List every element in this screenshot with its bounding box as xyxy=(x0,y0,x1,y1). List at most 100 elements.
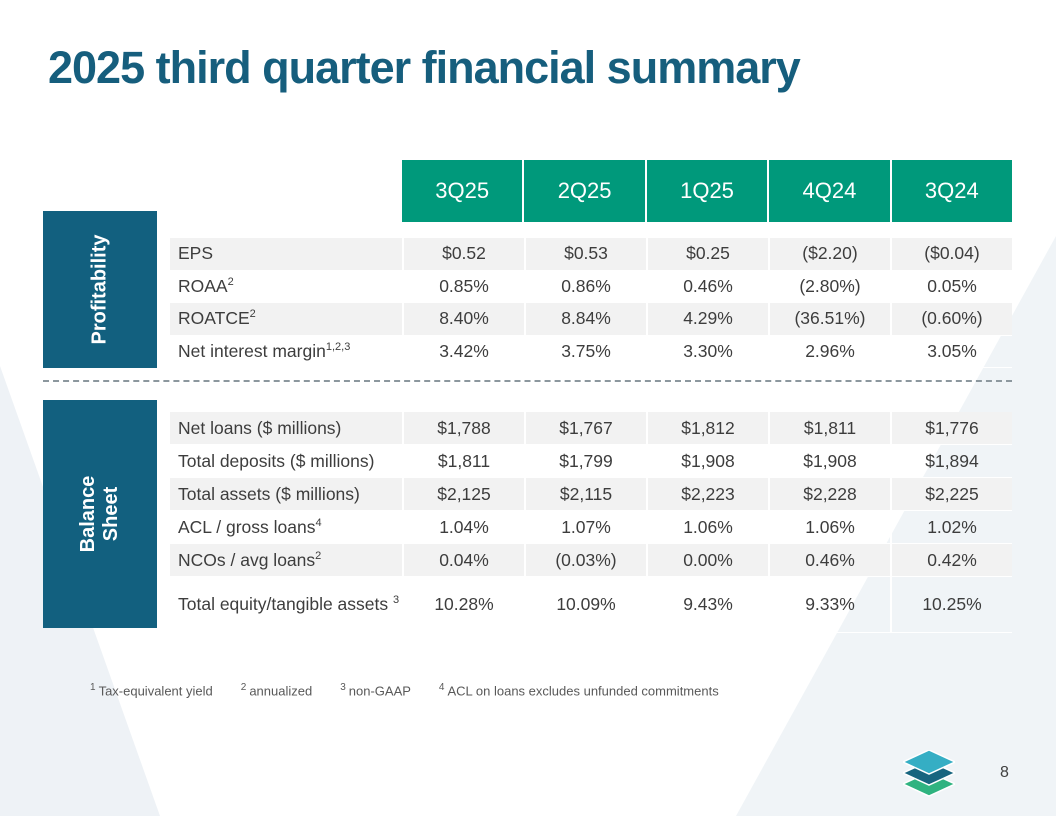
row-label: Net loans ($ millions) xyxy=(178,417,342,438)
cell-value: 1.07% xyxy=(524,511,646,543)
cell-value: 10.28% xyxy=(402,577,524,632)
column-header-3q24: 3Q24 xyxy=(889,160,1013,222)
row-label: Total assets ($ millions) xyxy=(178,483,360,504)
page-number: 8 xyxy=(1000,764,1009,781)
cell-value: $2,125 xyxy=(402,478,524,510)
cell-value: ($2.20) xyxy=(768,238,890,270)
cell-value: $0.52 xyxy=(402,238,524,270)
section-label-text: Profitability xyxy=(88,234,111,345)
table-row: Total equity/tangible assets 3 10.28% 10.0… xyxy=(170,577,1012,633)
cell-value: (0.03%) xyxy=(524,544,646,576)
table-row: NCOs / avg loans2 0.04% (0.03%) 0.00% 0.46% 0… xyxy=(170,544,1012,577)
table-row: ROAA2 0.85% 0.86% 0.46% (2.80%) 0.05% xyxy=(170,270,1012,303)
cell-value: 10.25% xyxy=(890,577,1012,632)
table-row: ROATCE2 8.40% 8.84% 4.29% (36.51%) (0.60%) xyxy=(170,303,1012,336)
cell-value: 1.04% xyxy=(402,511,524,543)
cell-value: 3.05% xyxy=(890,335,1012,367)
cell-value: $1,908 xyxy=(768,445,890,477)
cell-value: $0.25 xyxy=(646,238,768,270)
footnote-sup: 2 xyxy=(240,682,247,693)
cell-value: 0.00% xyxy=(646,544,768,576)
footnotes: 1 Tax-equivalent yield 2 annualized 3 non-G… xyxy=(90,682,719,698)
cell-value: $1,812 xyxy=(646,412,768,444)
cell-value: $2,228 xyxy=(768,478,890,510)
row-label: Total deposits ($ millions) xyxy=(178,450,375,471)
cell-value: 3.75% xyxy=(524,335,646,367)
cell-value: 0.42% xyxy=(890,544,1012,576)
cell-value: $1,799 xyxy=(524,445,646,477)
section-label-balance-sheet: Balance Sheet xyxy=(43,400,157,628)
footnote-sup: 3 xyxy=(340,682,346,693)
cell-value: 2.96% xyxy=(768,335,890,367)
dashed-divider xyxy=(43,380,1012,382)
cell-value: 3.30% xyxy=(646,335,768,367)
row-label-superscript: 4 xyxy=(315,516,322,529)
table-row: EPS $0.52 $0.53 $0.25 ($2.20) ($0.04) xyxy=(170,238,1012,271)
footnote-3: 3 non-GAAP xyxy=(340,682,411,698)
row-label: ROATCE2 xyxy=(178,308,256,329)
cell-value: 0.86% xyxy=(524,270,646,302)
profitability-rows: EPS $0.52 $0.53 $0.25 ($2.20) ($0.04) ROAA2 0.8… xyxy=(170,238,1012,368)
footnote-1: 1 Tax-equivalent yield xyxy=(90,682,213,698)
cell-value: (0.60%) xyxy=(890,303,1012,335)
cell-value: 3.42% xyxy=(402,335,524,367)
cell-value: 8.40% xyxy=(402,303,524,335)
cell-value: $1,776 xyxy=(890,412,1012,444)
table-row: Net loans ($ millions) $1,788 $1,767 $1,812… xyxy=(170,412,1012,445)
cell-value: 0.46% xyxy=(646,270,768,302)
cell-value: $1,788 xyxy=(402,412,524,444)
cell-value: 4.29% xyxy=(646,303,768,335)
cell-value: 9.43% xyxy=(646,577,768,632)
table-row: Total assets ($ millions) $2,125 $2,115 $2,… xyxy=(170,478,1012,511)
cell-value: 1.06% xyxy=(768,511,890,543)
row-label-superscript: 1,2,3 xyxy=(325,340,351,353)
column-header-2q25: 2Q25 xyxy=(522,160,645,222)
cell-value: 0.04% xyxy=(402,544,524,576)
footnote-2: 2 annualized xyxy=(241,682,312,698)
cell-value: ($0.04) xyxy=(890,238,1012,270)
row-label: ROAA2 xyxy=(178,275,234,296)
cell-value: 0.46% xyxy=(768,544,890,576)
cell-value: 9.33% xyxy=(768,577,890,632)
footnote-text: ACL on loans excludes unfunded commitmen… xyxy=(447,683,719,699)
cell-value: 0.85% xyxy=(402,270,524,302)
column-header-1q25: 1Q25 xyxy=(644,160,768,222)
footnote-sup: 1 xyxy=(90,682,96,693)
footnote-text: annualized xyxy=(249,683,313,699)
cell-value: $1,811 xyxy=(402,445,524,477)
row-label: Net interest margin1,2,3 xyxy=(178,340,351,361)
cell-value: (36.51%) xyxy=(768,303,890,335)
row-label-superscript: 2 xyxy=(249,308,256,321)
row-label-superscript: 3 xyxy=(393,594,400,607)
cell-value: 8.84% xyxy=(524,303,646,335)
cell-value: $2,115 xyxy=(524,478,646,510)
table-row: Net interest margin1,2,3 3.42% 3.75% 3.30% 2… xyxy=(170,335,1012,368)
row-label: EPS xyxy=(178,243,214,264)
cell-value: $1,811 xyxy=(768,412,890,444)
row-label: Total equity/tangible assets 3 xyxy=(178,594,400,614)
column-header-3q25: 3Q25 xyxy=(402,160,523,222)
row-label-superscript: 2 xyxy=(315,549,322,562)
cell-value: $1,908 xyxy=(646,445,768,477)
cell-value: 10.09% xyxy=(524,577,646,632)
cell-value: $2,225 xyxy=(890,478,1012,510)
footnote-text: non-GAAP xyxy=(348,683,411,699)
stacked-layers-logo-icon xyxy=(901,749,957,798)
balance-sheet-rows: Net loans ($ millions) $1,788 $1,767 $1,812… xyxy=(170,412,1012,633)
table-row: Total deposits ($ millions) $1,811 $1,799 $… xyxy=(170,445,1012,478)
section-label-profitability: Profitability xyxy=(43,211,157,368)
cell-value: 1.02% xyxy=(890,511,1012,543)
column-header-4q24: 4Q24 xyxy=(767,160,890,222)
table-column-headers: 3Q25 2Q25 1Q25 4Q24 3Q24 xyxy=(402,160,1013,222)
row-label: NCOs / avg loans2 xyxy=(178,549,322,570)
footnote-sup: 4 xyxy=(438,682,445,693)
cell-value: $2,223 xyxy=(646,478,768,510)
cell-value: $0.53 xyxy=(524,238,646,270)
cell-value: (2.80%) xyxy=(768,270,890,302)
footnote-text: Tax-equivalent yield xyxy=(98,683,213,699)
cell-value: $1,894 xyxy=(890,445,1012,477)
footnote-4: 4 ACL on loans excludes unfunded commitme… xyxy=(439,682,719,698)
cell-value: 1.06% xyxy=(646,511,768,543)
cell-value: $1,767 xyxy=(524,412,646,444)
